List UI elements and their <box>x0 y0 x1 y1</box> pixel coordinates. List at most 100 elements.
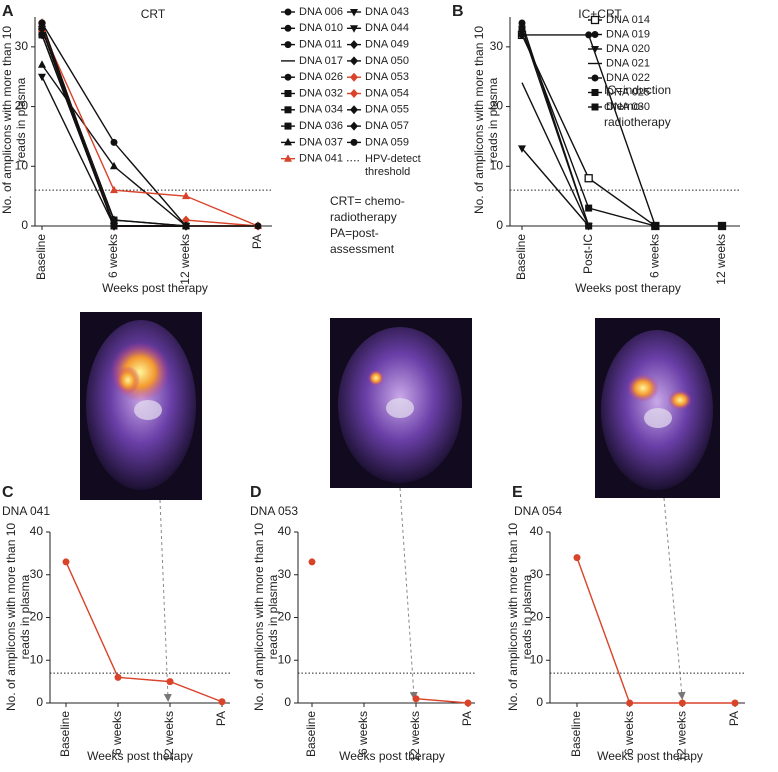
data-point <box>110 215 118 225</box>
data-point <box>166 678 174 686</box>
legend-marker <box>590 15 600 25</box>
legend-marker <box>591 74 599 82</box>
chart-title: CRT <box>141 7 166 21</box>
data-point <box>110 185 118 194</box>
legend-label: DNA 053 <box>365 71 409 83</box>
series-line <box>185 219 259 227</box>
legend-marker <box>350 9 358 17</box>
data-point <box>518 31 526 39</box>
series-line <box>41 76 186 227</box>
legend-marker <box>350 56 358 66</box>
y-tick-label: 40 <box>530 524 544 538</box>
legend-label: DNA 049 <box>365 39 409 51</box>
legend-marker <box>591 46 599 54</box>
legend-marker <box>284 73 292 81</box>
legend-marker <box>350 25 358 33</box>
y-axis-label: No. of amplicons with more than 10 reads… <box>472 25 500 215</box>
data-point <box>518 19 526 27</box>
y-tick-label: 30 <box>278 567 292 581</box>
data-point <box>651 222 659 230</box>
y-tick-label: 10 <box>278 652 292 666</box>
note: PA=post-assessment <box>330 226 395 256</box>
series-line <box>41 34 186 227</box>
arrow <box>399 487 418 700</box>
legend-label: DNA 017 <box>299 55 343 67</box>
data-point <box>218 698 226 706</box>
data-point <box>308 558 316 566</box>
note: CRT= chemo-radiotherapy <box>330 194 405 224</box>
series-line <box>41 28 259 227</box>
legend-label: DNA 014 <box>606 14 650 26</box>
y-tick-label: 20 <box>15 99 29 113</box>
legend-label: DNA 055 <box>365 104 409 116</box>
y-tick-label: 10 <box>30 652 44 666</box>
y-tick-label: 30 <box>490 39 504 53</box>
legend-label: DNA 019 <box>606 28 650 40</box>
y-tick-label: 10 <box>530 652 544 666</box>
x-tick-label: 12 weeks <box>408 711 422 762</box>
data-point <box>38 19 46 27</box>
legend-label: DNA 036 <box>299 120 343 132</box>
chart-title: DNA 041 <box>2 504 50 518</box>
data-point <box>518 25 526 33</box>
x-axis-label: Weeks post therapy <box>339 749 445 763</box>
y-tick-label: 40 <box>278 524 292 538</box>
data-point <box>114 673 122 681</box>
chart-title: DNA 054 <box>514 504 562 518</box>
chart-title: DNA 053 <box>250 504 298 518</box>
legend-marker <box>284 41 292 49</box>
data-point <box>585 204 593 212</box>
panel-label: D <box>250 484 262 501</box>
y-tick-label: 30 <box>15 39 29 53</box>
y-tick-label: 40 <box>30 524 44 538</box>
data-point <box>62 558 70 566</box>
y-axis-label: No. of amplicons with more than 10 reads… <box>506 522 534 712</box>
x-tick-label: 6 weeks <box>106 234 120 278</box>
x-tick-label: Baseline <box>304 711 318 757</box>
x-tick-label: PA <box>214 711 228 726</box>
data-point <box>412 695 420 703</box>
data-point <box>585 222 593 230</box>
y-axis-label: No. of amplicons with more than 10 reads… <box>4 522 32 712</box>
x-tick-label: 6 weeks <box>622 711 636 755</box>
data-point <box>182 191 190 200</box>
arrow <box>159 499 172 702</box>
series-line <box>521 34 722 227</box>
legend-marker <box>591 31 599 38</box>
x-tick-label: PA <box>250 234 264 249</box>
legend-marker <box>350 121 358 131</box>
data-point <box>254 222 262 230</box>
y-tick-label: 20 <box>278 610 292 624</box>
legend-label: DNA 025 <box>606 86 650 98</box>
data-point <box>573 554 581 562</box>
x-tick-label: Baseline <box>514 234 528 280</box>
series-line <box>41 22 258 227</box>
data-point <box>110 161 118 170</box>
legend-marker <box>350 40 358 50</box>
data-point <box>38 30 46 40</box>
legend-marker <box>591 103 599 111</box>
legend-label: HPV-detect threshold <box>365 152 421 178</box>
data-point <box>182 215 190 225</box>
legend-label: DNA 037 <box>299 136 343 148</box>
legend-marker <box>591 89 599 96</box>
pet-image <box>330 318 472 488</box>
data-point <box>182 222 190 230</box>
legend-marker <box>350 72 358 82</box>
x-axis-label: Weeks post therapy <box>102 281 208 295</box>
legend-label: DNA 030 <box>606 101 650 113</box>
series-line <box>41 22 187 227</box>
x-tick-label: 12 weeks <box>162 711 176 762</box>
panel-label: A <box>2 3 14 20</box>
data-point <box>38 24 46 34</box>
data-point <box>110 222 118 230</box>
y-tick-label: 20 <box>490 99 504 113</box>
x-axis-label: Weeks post therapy <box>597 749 703 763</box>
legend-marker <box>284 24 292 32</box>
legend-label: DNA 026 <box>299 71 343 83</box>
pet-image <box>595 318 720 498</box>
data-point <box>731 699 739 707</box>
legend-marker <box>284 137 292 146</box>
legend-label: DNA 050 <box>365 55 409 67</box>
